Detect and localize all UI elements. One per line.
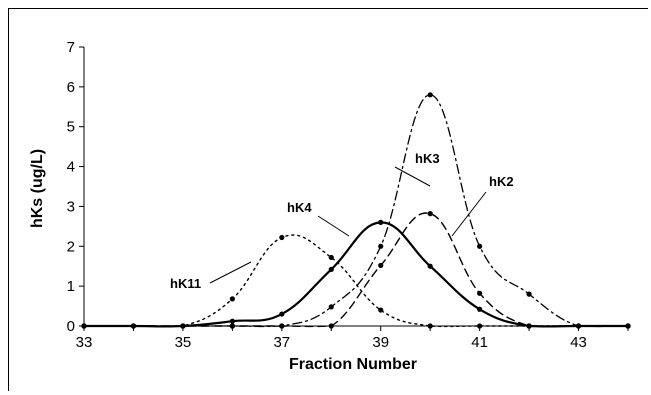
callout-label-hk3: hK3 <box>415 151 440 166</box>
y-tick-label: 6 <box>67 79 75 96</box>
y-tick-label: 7 <box>67 39 75 56</box>
y-axis-title: hKs (ug/L) <box>29 149 46 228</box>
callout-label-hk2: hK2 <box>489 174 514 189</box>
data-point-hk11 <box>328 254 334 261</box>
data-point-hk2 <box>427 211 433 217</box>
data-point-hk4 <box>427 263 433 269</box>
data-point-hk2 <box>526 323 532 329</box>
x-tick-label: 39 <box>372 334 389 351</box>
callout-line-hk2 <box>451 191 487 237</box>
y-tick-label: 2 <box>67 238 75 255</box>
data-point-hk2 <box>81 323 87 329</box>
x-tick-label: 37 <box>273 334 290 351</box>
data-point-hk11 <box>279 234 285 241</box>
data-point-hk3 <box>477 243 483 249</box>
y-tick-label: 0 <box>67 318 75 335</box>
data-point-hk2 <box>477 290 483 296</box>
data-point-hk2 <box>279 323 285 329</box>
data-point-hk4 <box>328 266 334 273</box>
data-point-hk2 <box>229 323 235 329</box>
chart-frame <box>8 8 648 391</box>
series-line-hk3 <box>83 94 629 328</box>
series-line-hk11 <box>83 234 629 328</box>
callout-label-hk4: hK4 <box>287 200 312 215</box>
callout-line-hk11 <box>209 261 252 284</box>
x-axis-title: Fraction Number <box>289 356 417 373</box>
y-tick-label: 4 <box>67 159 75 176</box>
callout-line-hk3 <box>394 166 431 187</box>
data-point-hk2 <box>575 323 582 329</box>
series-line-hk4 <box>82 221 630 328</box>
data-point-hk2 <box>180 323 186 329</box>
data-point-hk11 <box>378 307 384 313</box>
x-tick-label: 41 <box>471 334 488 351</box>
data-point-hk11 <box>229 296 235 302</box>
y-tick-label: 1 <box>67 278 75 295</box>
x-tick-label: 43 <box>570 334 587 351</box>
data-point-hk11 <box>427 323 433 329</box>
data-point-hk4 <box>477 306 483 312</box>
data-point-hk2 <box>328 323 334 329</box>
data-point-hk4 <box>229 318 235 324</box>
data-point-hk4 <box>279 311 285 317</box>
data-point-hk2 <box>378 262 384 269</box>
data-point-hk4 <box>378 219 384 225</box>
data-point-hk2 <box>625 323 631 329</box>
data-point-hk3 <box>378 243 384 249</box>
y-tick-label: 3 <box>67 198 75 215</box>
x-tick-label: 35 <box>175 334 192 351</box>
y-tick-label: 5 <box>67 119 75 136</box>
series-line-hk2 <box>83 212 629 328</box>
x-tick-label: 33 <box>76 334 93 351</box>
data-point-hk3 <box>427 92 433 98</box>
callout-label-hk11: hK11 <box>170 276 201 291</box>
data-point-hk3 <box>328 304 334 310</box>
data-point-hk11 <box>477 323 483 329</box>
callout-line-hk4 <box>317 215 350 237</box>
data-point-hk2 <box>130 323 137 329</box>
data-point-hk3 <box>526 291 532 297</box>
